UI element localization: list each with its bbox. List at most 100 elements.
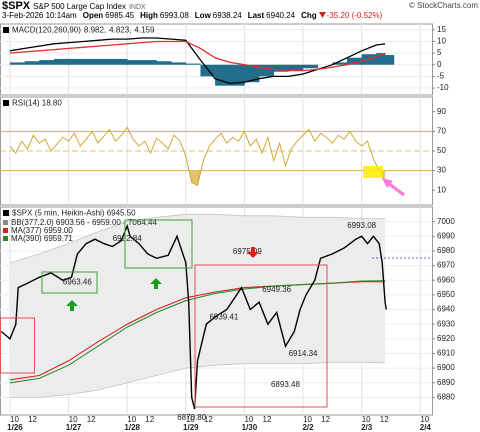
y-tick-label: 6990 bbox=[437, 231, 455, 240]
histogram-bar bbox=[259, 64, 275, 77]
legend-entry: 8.982, bbox=[84, 26, 106, 35]
datetime: 3-Feb-2026 10:14am bbox=[2, 11, 77, 20]
price-annotation: 6870.80 bbox=[177, 413, 206, 422]
stat-value: 6938.24 bbox=[212, 11, 242, 20]
header-row: $SPX S&P 500 Large Cap Index INDX © Stoc… bbox=[0, 0, 480, 12]
range-box bbox=[0, 317, 35, 374]
macd-line bbox=[9, 37, 386, 85]
y-tick-label: 6950 bbox=[437, 290, 455, 299]
histogram-bar bbox=[185, 63, 201, 65]
x-tick-label: 12 bbox=[145, 415, 154, 424]
x-tick-label: 10 bbox=[127, 415, 136, 424]
x-day-label: 1/29 bbox=[183, 423, 199, 432]
stat-label: Low bbox=[194, 11, 211, 20]
y-tick-label: 6980 bbox=[437, 246, 455, 255]
legend-entry: BB(377,2.0) 6903.56 - 6959.00 - 7064.44 bbox=[11, 218, 157, 227]
y-tick-label: 6880 bbox=[437, 393, 455, 402]
symbol: $SPX bbox=[2, 0, 31, 12]
price-line bbox=[0, 223, 387, 410]
price-annotation: 6993.08 bbox=[347, 221, 376, 230]
y-tick-label: 90 bbox=[437, 107, 446, 116]
y-tick-label: 0 bbox=[437, 60, 442, 69]
price-annotation: 6949.36 bbox=[262, 285, 291, 294]
x-day-label: 2/3 bbox=[361, 423, 373, 432]
x-day-label: 1/27 bbox=[66, 423, 82, 432]
x-tick-label: 10 bbox=[69, 415, 78, 424]
legend-swatch bbox=[3, 228, 8, 233]
range-box bbox=[41, 271, 98, 294]
x-tick-label: 10 bbox=[244, 415, 253, 424]
y-tick-label: 6940 bbox=[437, 305, 455, 314]
x-day-label: 1/26 bbox=[7, 423, 23, 432]
price-annotation: 6939.41 bbox=[209, 313, 238, 322]
histogram-bar bbox=[273, 64, 289, 72]
x-tick-label: 12 bbox=[87, 415, 96, 424]
exchange: INDX bbox=[128, 4, 146, 11]
y-tick-label: 6960 bbox=[437, 275, 455, 284]
y-tick-label: 10 bbox=[437, 37, 446, 46]
y-tick-label: 6920 bbox=[437, 334, 455, 343]
header: $SPX S&P 500 Large Cap Index INDX © Stoc… bbox=[0, 0, 480, 22]
index-name: S&P 500 Large Cap Index bbox=[33, 2, 126, 11]
x-tick-label: 12 bbox=[321, 415, 330, 424]
panel-title: RSI(14) 18.80 bbox=[12, 99, 62, 108]
histogram-bar bbox=[244, 64, 260, 83]
legend-entry: MA(377) 6959.00 bbox=[11, 226, 73, 235]
x-tick-label: 12 bbox=[380, 415, 389, 424]
stat-value: -35.20 (-0.52%) bbox=[326, 11, 383, 20]
histogram-bar bbox=[24, 61, 40, 65]
bollinger-band bbox=[9, 214, 386, 398]
legend-swatch bbox=[3, 100, 9, 106]
y-tick-label: 7000 bbox=[437, 217, 455, 226]
y-tick-label: 70 bbox=[437, 126, 446, 135]
histogram-bar bbox=[229, 64, 245, 86]
histogram-bar bbox=[9, 62, 25, 65]
down-triangle bbox=[318, 12, 326, 18]
x-tick-label: 12 bbox=[204, 415, 213, 424]
price-annotation: 6975.09 bbox=[233, 247, 262, 256]
legend-swatch bbox=[3, 27, 9, 33]
histogram-bar bbox=[347, 57, 362, 65]
stat-label: Chg bbox=[301, 11, 317, 20]
x-day-label: 1/30 bbox=[242, 423, 258, 432]
x-tick-label: 10 bbox=[362, 415, 371, 424]
stat-value: 6940.24 bbox=[266, 11, 296, 20]
histogram-bar bbox=[83, 58, 99, 65]
legend-entry: MA(390) 6959.71 bbox=[11, 234, 73, 243]
x-tick-label: 12 bbox=[263, 415, 272, 424]
price-annotation: 6893.48 bbox=[271, 380, 300, 389]
y-tick-label: -5 bbox=[437, 71, 445, 80]
band-edge bbox=[9, 213, 386, 264]
range-box bbox=[124, 219, 193, 269]
legend-entry: 4.823, bbox=[109, 26, 131, 35]
histogram-bar bbox=[68, 58, 84, 65]
x-tick-label: 10 bbox=[10, 415, 19, 424]
highlight bbox=[363, 166, 383, 178]
y-tick-label: 6970 bbox=[437, 261, 455, 270]
y-tick-label: 6930 bbox=[437, 319, 455, 328]
panel-title: $SPX (5 min, Heikin-Ashi) 6945.50 bbox=[12, 209, 136, 218]
stat-label: Last bbox=[247, 11, 265, 20]
stat-label: Open bbox=[82, 11, 104, 20]
histogram-bar bbox=[332, 62, 348, 65]
up-arrow bbox=[66, 300, 78, 311]
macd-line bbox=[9, 40, 386, 72]
stat-value: 6993.08 bbox=[159, 11, 189, 20]
y-tick-label: 6890 bbox=[437, 378, 455, 387]
histogram-bar bbox=[376, 53, 386, 65]
y-tick-label: 6910 bbox=[437, 349, 455, 358]
x-tick-label: 12 bbox=[28, 415, 37, 424]
histogram-bar bbox=[141, 60, 157, 65]
histogram-bar bbox=[288, 64, 304, 71]
price-annotation: 6963.46 bbox=[63, 277, 92, 286]
stat-label: High bbox=[140, 11, 158, 20]
y-tick-label: 30 bbox=[437, 166, 446, 175]
legend-swatch bbox=[3, 236, 8, 241]
x-tick-label: 10 bbox=[186, 415, 195, 424]
range-box bbox=[194, 264, 328, 408]
rsi-line bbox=[9, 126, 386, 187]
y-tick-label: 10 bbox=[437, 185, 446, 194]
panel-title: MACD(120,260,90) bbox=[12, 26, 81, 35]
